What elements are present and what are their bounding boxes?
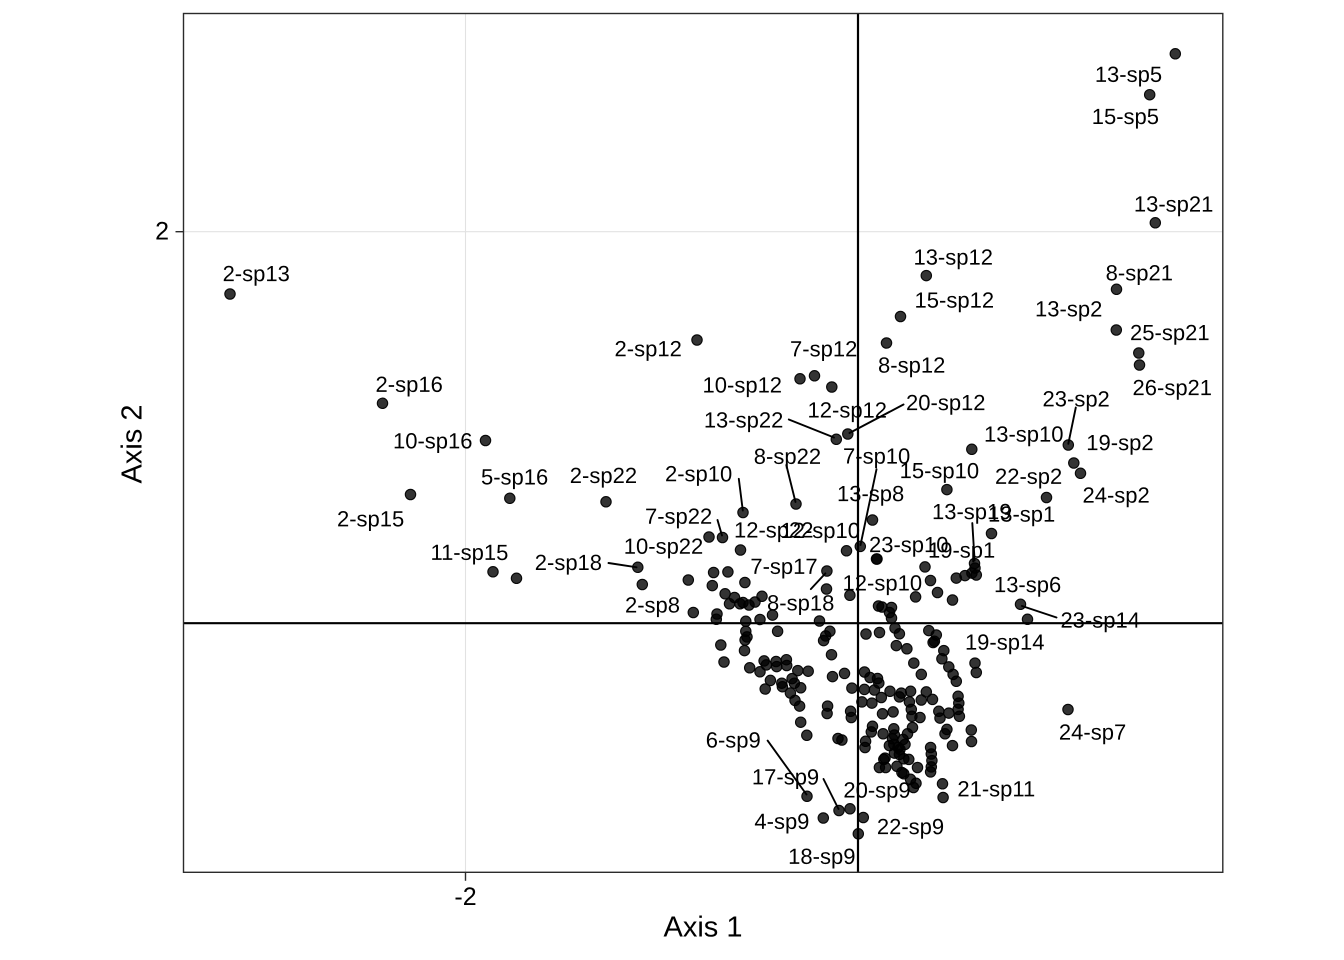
- svg-text:8-sp18: 8-sp18: [767, 590, 834, 615]
- svg-text:6-sp9: 6-sp9: [706, 728, 761, 753]
- svg-text:11-sp15: 11-sp15: [430, 540, 508, 565]
- svg-text:2-sp12: 2-sp12: [615, 336, 682, 361]
- svg-text:Axis 1: Axis 1: [664, 912, 743, 944]
- svg-text:17-sp9: 17-sp9: [752, 764, 819, 789]
- svg-text:8-sp12: 8-sp12: [878, 353, 945, 378]
- svg-text:7-sp22: 7-sp22: [645, 504, 712, 529]
- svg-text:7-sp12: 7-sp12: [790, 336, 857, 361]
- svg-text:19-sp1: 19-sp1: [928, 538, 995, 563]
- svg-text:2-sp18: 2-sp18: [535, 550, 602, 575]
- svg-text:19-sp2: 19-sp2: [1086, 430, 1153, 455]
- svg-text:13-sp12: 13-sp12: [913, 245, 993, 270]
- svg-text:26-sp21: 26-sp21: [1133, 375, 1213, 400]
- svg-text:13-sp2: 13-sp2: [1035, 296, 1102, 321]
- svg-text:10-sp22: 10-sp22: [624, 534, 704, 559]
- svg-text:15-sp5: 15-sp5: [1092, 104, 1159, 129]
- svg-text:12-sp10: 12-sp10: [843, 570, 923, 595]
- svg-text:13-sp5: 13-sp5: [1095, 62, 1162, 87]
- svg-text:21-sp11: 21-sp11: [957, 776, 1035, 801]
- svg-text:13-sp21: 13-sp21: [1134, 192, 1214, 217]
- svg-text:25-sp21: 25-sp21: [1130, 320, 1210, 345]
- svg-text:12-sp12: 12-sp12: [808, 398, 888, 423]
- svg-text:5-sp16: 5-sp16: [481, 464, 548, 489]
- svg-text:7-sp17: 7-sp17: [750, 554, 817, 579]
- svg-text:2-sp15: 2-sp15: [337, 506, 404, 531]
- svg-text:15-sp10: 15-sp10: [900, 458, 980, 483]
- svg-text:24-sp7: 24-sp7: [1059, 720, 1126, 745]
- svg-text:22-sp9: 22-sp9: [877, 814, 944, 839]
- svg-text:13-sp19: 13-sp19: [932, 499, 1012, 524]
- svg-text:10-sp12: 10-sp12: [703, 373, 783, 398]
- svg-text:4-sp9: 4-sp9: [754, 809, 809, 834]
- svg-text:20-sp12: 20-sp12: [906, 390, 986, 415]
- svg-text:13-sp6: 13-sp6: [994, 572, 1061, 597]
- svg-text:13-sp22: 13-sp22: [704, 408, 784, 433]
- svg-text:22-sp2: 22-sp2: [995, 464, 1062, 489]
- svg-text:13-sp10: 13-sp10: [984, 422, 1064, 447]
- svg-text:15-sp12: 15-sp12: [915, 288, 995, 313]
- svg-text:2: 2: [155, 218, 169, 246]
- svg-text:13-sp8: 13-sp8: [837, 481, 904, 506]
- svg-text:12-sp10: 12-sp10: [780, 518, 860, 543]
- svg-text:13-sp1: 13-sp1: [988, 502, 1055, 527]
- svg-text:18-sp9: 18-sp9: [788, 844, 855, 869]
- svg-text:8-sp22: 8-sp22: [754, 444, 821, 469]
- svg-text:8-sp21: 8-sp21: [1106, 260, 1173, 285]
- svg-text:2-sp10: 2-sp10: [665, 461, 732, 486]
- svg-text:19-sp14: 19-sp14: [965, 630, 1045, 655]
- svg-text:23-sp2: 23-sp2: [1043, 386, 1110, 411]
- svg-text:2-sp16: 2-sp16: [376, 372, 443, 397]
- svg-text:-2: -2: [454, 883, 476, 911]
- svg-text:10-sp16: 10-sp16: [393, 428, 473, 453]
- svg-text:2-sp8: 2-sp8: [625, 592, 680, 617]
- svg-text:12-sp22: 12-sp22: [734, 518, 814, 543]
- svg-text:23-sp14: 23-sp14: [1060, 608, 1140, 633]
- svg-text:23-sp10: 23-sp10: [869, 532, 949, 557]
- svg-text:24-sp2: 24-sp2: [1082, 483, 1149, 508]
- svg-text:2-sp13: 2-sp13: [223, 261, 290, 286]
- svg-text:7-sp10: 7-sp10: [843, 444, 910, 469]
- svg-text:Axis 2: Axis 2: [117, 405, 149, 484]
- svg-text:20-sp9: 20-sp9: [843, 778, 910, 803]
- svg-text:2-sp22: 2-sp22: [570, 463, 637, 488]
